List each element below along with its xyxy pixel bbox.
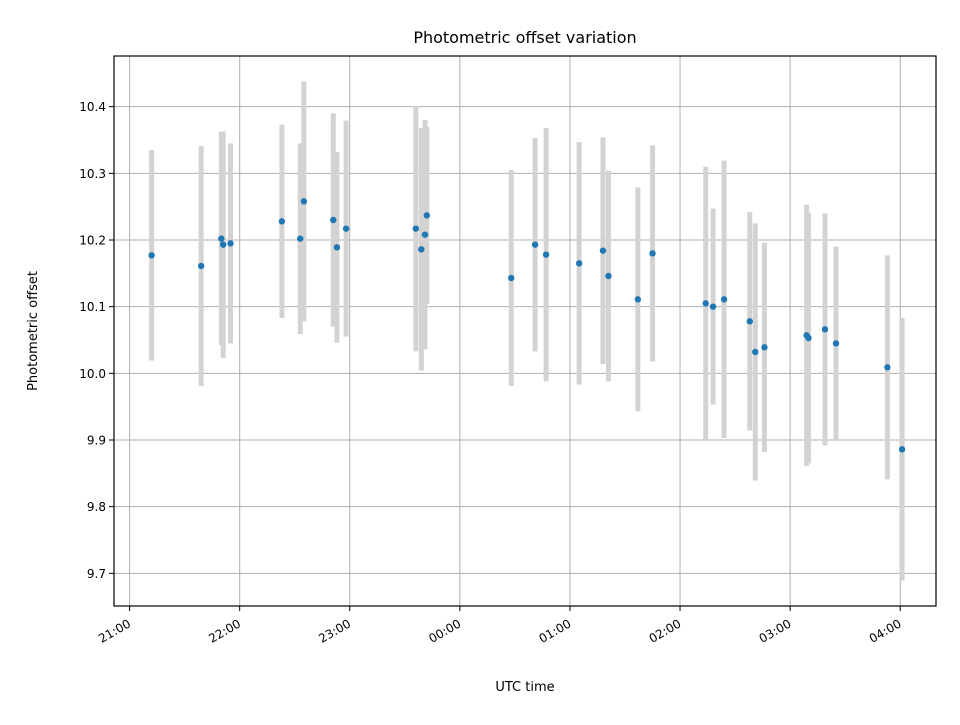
y-tick-label: 10.4 [79, 100, 106, 114]
data-point [832, 340, 840, 347]
grid [114, 56, 936, 606]
y-tick-label: 9.9 [87, 434, 106, 448]
data-point [761, 344, 768, 351]
chart-title: Photometric offset variation [413, 28, 636, 47]
data-point [297, 235, 304, 242]
data-point [649, 250, 656, 257]
y-axis-label: Photometric offset [26, 271, 41, 391]
y-tick-label: 10.3 [79, 167, 106, 181]
data-point [752, 348, 759, 356]
data-point [412, 225, 420, 232]
y-tick-label: 10.2 [79, 234, 106, 248]
data-point [148, 252, 155, 259]
points [148, 198, 906, 453]
data-point [702, 300, 709, 307]
data-point [219, 241, 227, 248]
y-tick-label: 10.1 [79, 300, 106, 314]
data-point [599, 247, 607, 254]
data-point [605, 272, 612, 280]
x-axis-label: UTC time [495, 680, 554, 695]
y-tick-label: 10.0 [79, 367, 106, 381]
data-point [508, 274, 515, 282]
data-point [278, 218, 286, 225]
y-axis-ticks: 9.7 9.8 9.9 10.0 10.1 10.2 10.3 10.4 [79, 100, 114, 581]
data-point [418, 246, 425, 253]
data-point [300, 198, 308, 205]
data-point [720, 296, 728, 303]
data-point [634, 296, 642, 303]
data-point [342, 225, 350, 232]
data-point [746, 318, 753, 325]
plot-frame [113, 55, 937, 607]
data-point [821, 326, 829, 333]
data-point [333, 244, 341, 251]
y-tick-label: 9.7 [87, 567, 106, 581]
data-point [898, 446, 906, 453]
data-point [218, 235, 225, 242]
data-point [542, 251, 550, 258]
data-point [197, 262, 205, 270]
data-point [330, 216, 337, 224]
data-point [531, 241, 539, 248]
data-point [805, 334, 812, 342]
data-point [227, 240, 234, 247]
data-point [575, 260, 583, 267]
data-point [709, 303, 717, 310]
data-point [421, 231, 429, 238]
y-tick-label: 9.8 [87, 500, 106, 514]
data-point [423, 212, 431, 219]
data-point [884, 364, 891, 371]
